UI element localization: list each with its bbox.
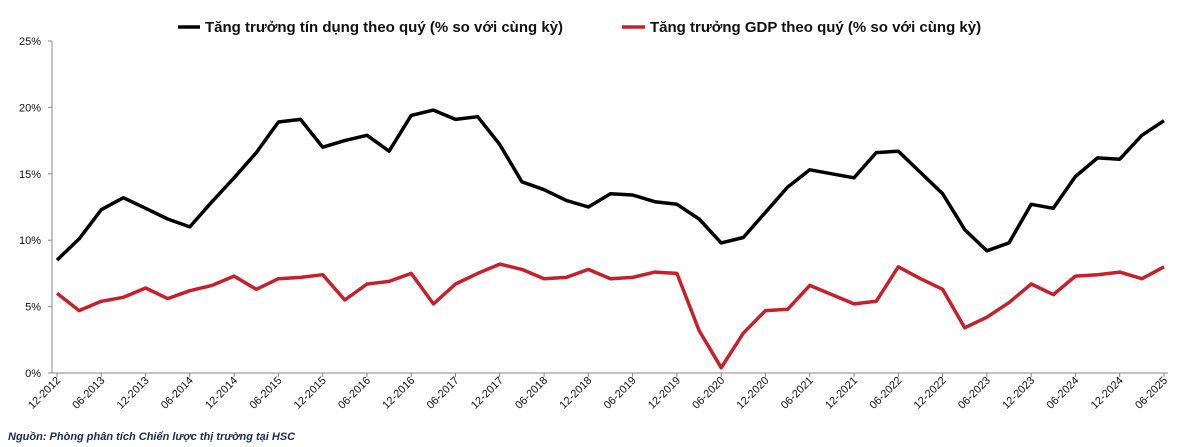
x-tick-label: 06-2018: [513, 375, 550, 412]
y-tick-label: 25%: [19, 36, 41, 48]
x-tick-label: 06-2015: [247, 375, 284, 412]
x-tick-label: 06-2024: [1045, 375, 1082, 412]
x-tick-label: 12-2016: [380, 375, 417, 412]
x-tick-label: 12-2018: [557, 375, 594, 412]
x-tick-label: 12-2014: [203, 375, 240, 412]
x-tick-label: 06-2014: [159, 375, 196, 412]
x-tick-label: 12-2022: [912, 375, 949, 412]
x-tick-label: 06-2019: [602, 375, 639, 412]
y-tick-label: 0%: [25, 368, 41, 380]
x-tick-label: 12-2015: [292, 375, 329, 412]
series-line-gdp-growth: [55, 262, 1165, 370]
x-tick-label: 12-2012: [26, 375, 63, 412]
x-tick-label: 12-2013: [115, 375, 152, 412]
x-tick-label: 06-2013: [70, 375, 107, 412]
x-tick-label: 12-2023: [1000, 375, 1037, 412]
y-tick-label: 20%: [19, 102, 41, 114]
x-tick-label: 12-2020: [735, 375, 772, 412]
x-tick-label: 06-2021: [779, 375, 816, 412]
x-tick-label: 12-2021: [823, 375, 860, 412]
x-tick-label: 06-2022: [867, 375, 904, 412]
x-tick-label: 06-2025: [1133, 375, 1170, 412]
x-tick-label: 06-2020: [690, 375, 727, 412]
source-note: Nguồn: Phòng phân tích Chiến lược thị tr…: [8, 431, 296, 443]
x-tick-label: 12-2024: [1089, 375, 1126, 412]
legend-label-credit: Tăng trưởng tín dụng theo quý (% so với …: [205, 19, 563, 36]
x-tick-label: 12-2017: [469, 375, 506, 412]
y-tick-label: 5%: [25, 302, 41, 314]
x-tick-label: 06-2017: [425, 375, 462, 412]
y-tick-label: 15%: [19, 169, 41, 181]
x-tick-label: 06-2016: [336, 375, 373, 412]
x-tick-label: 06-2023: [956, 375, 993, 412]
legend-label-gdp: Tăng trưởng GDP theo quý (% so với cùng …: [650, 19, 981, 36]
series-line-credit-growth: [55, 108, 1165, 262]
legend: Tăng trưởng tín dụng theo quý (% so với …: [178, 19, 981, 36]
y-tick-label: 10%: [19, 235, 41, 247]
x-tick-label: 12-2019: [646, 375, 683, 412]
